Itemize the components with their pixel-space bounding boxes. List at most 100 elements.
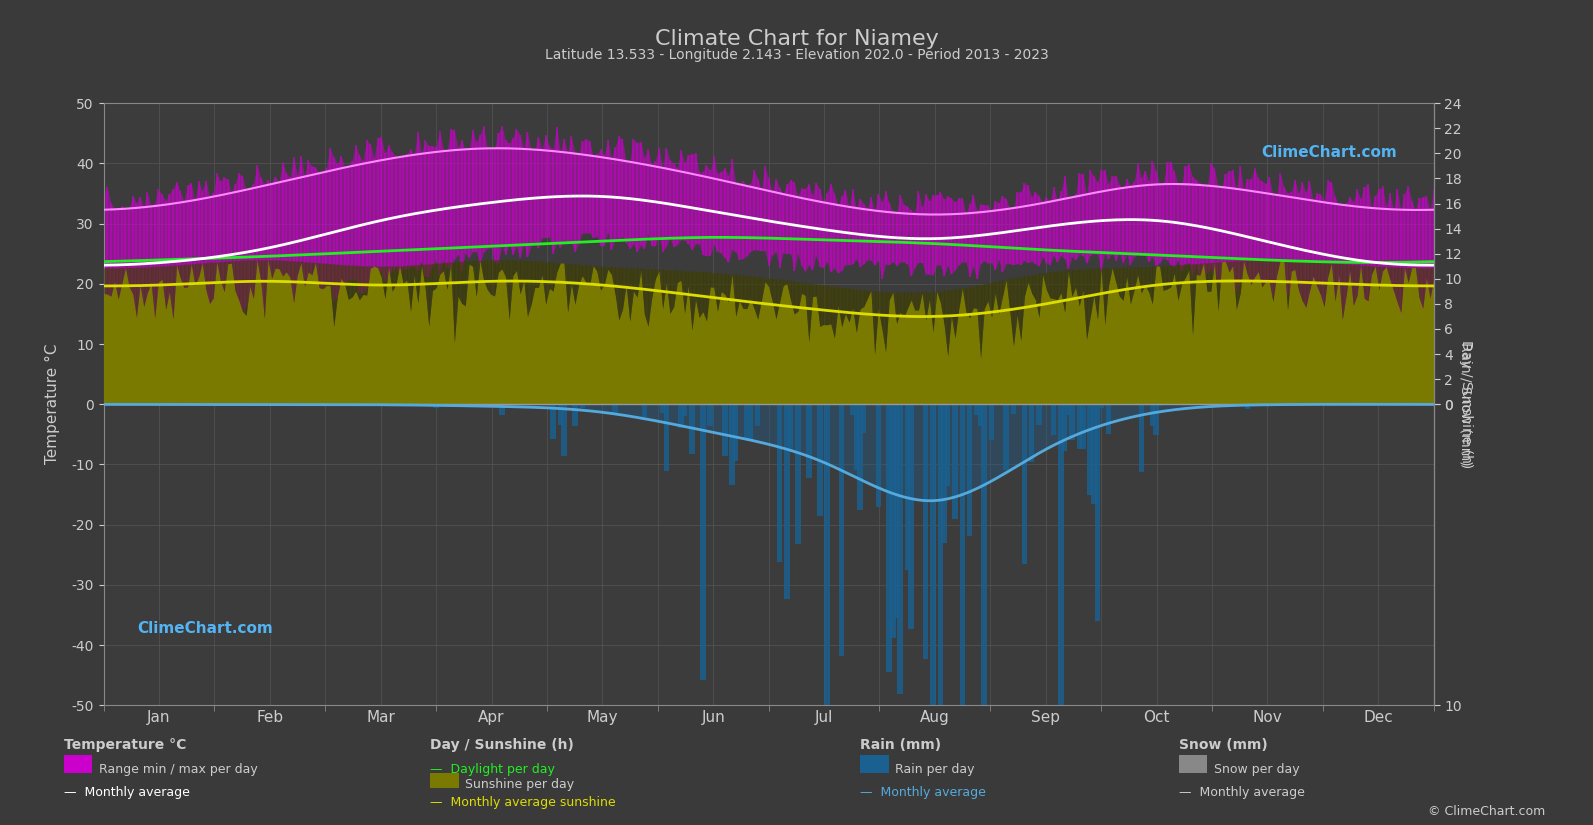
Text: Snow per day: Snow per day bbox=[1214, 763, 1300, 776]
Bar bbox=[777, 404, 782, 562]
Bar bbox=[1037, 404, 1042, 426]
Bar bbox=[930, 404, 935, 738]
Bar bbox=[922, 404, 929, 659]
Bar bbox=[679, 404, 683, 428]
Bar bbox=[558, 404, 562, 425]
Text: ClimeChart.com: ClimeChart.com bbox=[1260, 145, 1397, 160]
Text: Day / Sunshine (h): Day / Sunshine (h) bbox=[430, 738, 573, 752]
Text: Rain per day: Rain per day bbox=[895, 763, 975, 776]
Bar bbox=[1080, 404, 1085, 450]
Bar bbox=[854, 404, 859, 469]
Bar bbox=[824, 404, 830, 741]
Bar bbox=[886, 404, 892, 672]
Bar bbox=[784, 404, 790, 599]
Bar bbox=[817, 404, 822, 516]
Bar bbox=[975, 404, 980, 414]
Bar bbox=[967, 404, 972, 536]
Text: —  Monthly average: — Monthly average bbox=[1179, 786, 1305, 799]
Bar bbox=[1179, 755, 1207, 773]
Bar bbox=[851, 404, 855, 415]
Bar bbox=[981, 404, 988, 754]
Text: © ClimeChart.com: © ClimeChart.com bbox=[1427, 805, 1545, 818]
Bar bbox=[733, 404, 739, 461]
Text: —  Daylight per day: — Daylight per day bbox=[430, 763, 554, 776]
Bar bbox=[1063, 404, 1067, 450]
Text: Range min / max per day: Range min / max per day bbox=[99, 763, 258, 776]
Bar bbox=[550, 404, 556, 439]
Bar bbox=[894, 404, 900, 619]
Bar bbox=[890, 404, 895, 639]
Text: Latitude 13.533 - Longitude 2.143 - Elevation 202.0 - Period 2013 - 2023: Latitude 13.533 - Longitude 2.143 - Elev… bbox=[545, 48, 1048, 62]
Bar bbox=[1058, 404, 1064, 825]
Text: —  Monthly average sunshine: — Monthly average sunshine bbox=[430, 796, 616, 809]
Bar bbox=[1051, 404, 1056, 435]
Bar bbox=[612, 404, 618, 413]
Bar bbox=[747, 404, 753, 441]
Bar bbox=[699, 404, 706, 680]
Text: Climate Chart for Niamey: Climate Chart for Niamey bbox=[655, 29, 938, 49]
Bar bbox=[1099, 404, 1104, 408]
Bar bbox=[1069, 404, 1075, 440]
Text: Sunshine per day: Sunshine per day bbox=[465, 778, 575, 791]
Bar bbox=[499, 404, 505, 415]
Text: Rain (mm): Rain (mm) bbox=[860, 738, 941, 752]
Bar bbox=[1029, 404, 1034, 463]
Bar bbox=[857, 404, 863, 510]
Bar bbox=[1153, 404, 1158, 435]
Bar bbox=[433, 404, 438, 408]
Bar bbox=[897, 404, 903, 694]
Bar bbox=[1021, 404, 1027, 563]
Bar bbox=[795, 404, 801, 544]
Bar bbox=[561, 404, 567, 456]
Bar bbox=[840, 404, 844, 656]
Bar bbox=[1244, 404, 1251, 409]
Bar bbox=[989, 404, 994, 440]
Text: —  Monthly average: — Monthly average bbox=[860, 786, 986, 799]
Bar bbox=[860, 755, 889, 773]
Text: Temperature °C: Temperature °C bbox=[64, 738, 186, 752]
Bar bbox=[978, 404, 983, 426]
Bar bbox=[941, 404, 946, 544]
Bar bbox=[744, 404, 749, 439]
Bar bbox=[1150, 404, 1155, 427]
Bar bbox=[64, 755, 92, 773]
Bar bbox=[860, 404, 867, 433]
Bar bbox=[1094, 404, 1101, 621]
Y-axis label: Rain / Snow (mm): Rain / Snow (mm) bbox=[1459, 342, 1474, 466]
Bar bbox=[806, 404, 811, 478]
Bar bbox=[1077, 404, 1082, 449]
Y-axis label: Temperature °C: Temperature °C bbox=[45, 344, 61, 464]
Text: ClimeChart.com: ClimeChart.com bbox=[137, 621, 272, 636]
Bar bbox=[470, 404, 475, 407]
Bar bbox=[1157, 404, 1163, 407]
Bar bbox=[1066, 404, 1070, 415]
Bar bbox=[642, 404, 647, 417]
Bar bbox=[430, 773, 459, 788]
Bar bbox=[580, 404, 585, 408]
Bar bbox=[755, 404, 760, 426]
Bar bbox=[1010, 404, 1016, 414]
Bar bbox=[572, 404, 578, 426]
Bar bbox=[1004, 404, 1008, 470]
Bar bbox=[945, 404, 951, 487]
Bar bbox=[1139, 404, 1144, 472]
Text: Snow (mm): Snow (mm) bbox=[1179, 738, 1268, 752]
Bar bbox=[908, 404, 914, 629]
Bar bbox=[876, 404, 881, 507]
Text: —  Monthly average: — Monthly average bbox=[64, 786, 190, 799]
Bar bbox=[1091, 404, 1096, 503]
Bar bbox=[690, 404, 695, 454]
Bar bbox=[789, 404, 793, 451]
Bar bbox=[1106, 404, 1112, 434]
Bar bbox=[959, 404, 965, 825]
Bar bbox=[938, 404, 943, 733]
Bar bbox=[682, 404, 687, 416]
Bar bbox=[707, 404, 714, 426]
Bar bbox=[660, 404, 666, 413]
Bar bbox=[730, 404, 734, 485]
Bar bbox=[722, 404, 728, 455]
Bar bbox=[664, 404, 669, 471]
Bar bbox=[905, 404, 910, 570]
Bar bbox=[953, 404, 957, 519]
Y-axis label: Day / Sunshine (h): Day / Sunshine (h) bbox=[1459, 340, 1474, 469]
